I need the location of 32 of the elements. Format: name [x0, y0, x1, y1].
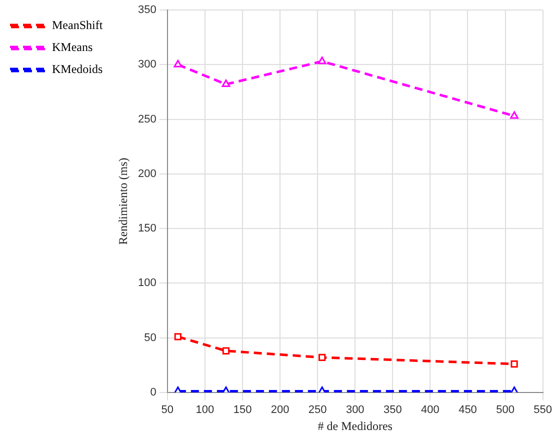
y-tick-label: 50 — [144, 332, 156, 344]
y-tick-label: 350 — [138, 4, 156, 16]
y-tick-label: 150 — [138, 222, 156, 235]
x-axis-title: # de Medidores — [318, 418, 393, 433]
legend-label: MeanShift — [52, 18, 104, 32]
x-tick-label: 50 — [161, 404, 174, 416]
x-tick-label: 200 — [270, 404, 290, 416]
x-tick-label: 350 — [383, 404, 402, 416]
x-tick-label: 100 — [196, 404, 214, 416]
legend-label: KMeans — [52, 40, 93, 54]
x-tick-label: 450 — [458, 404, 477, 416]
y-tick-label: 200 — [138, 168, 156, 180]
x-tick-label: 150 — [233, 404, 252, 416]
point — [174, 333, 182, 340]
x-tick-label: 300 — [346, 404, 364, 416]
x-tick-label: 250 — [308, 404, 327, 416]
legend-label: KMedoids — [52, 62, 103, 76]
y-tick-label: 0 — [150, 386, 156, 398]
x-tick-label: 550 — [534, 404, 552, 416]
point — [222, 347, 230, 354]
y-tick-label: 300 — [138, 58, 156, 71]
x-tick-label: 400 — [421, 404, 440, 416]
point — [318, 56, 326, 64]
x-tick-label: 500 — [496, 404, 514, 416]
point — [222, 80, 230, 88]
point — [318, 354, 326, 362]
point — [510, 360, 518, 368]
y-axis-title: Rendimiento (ms) — [116, 158, 130, 245]
y-tick-label: 250 — [138, 113, 156, 126]
point — [510, 111, 519, 119]
point — [174, 60, 182, 68]
y-tick-label: 100 — [138, 277, 156, 290]
